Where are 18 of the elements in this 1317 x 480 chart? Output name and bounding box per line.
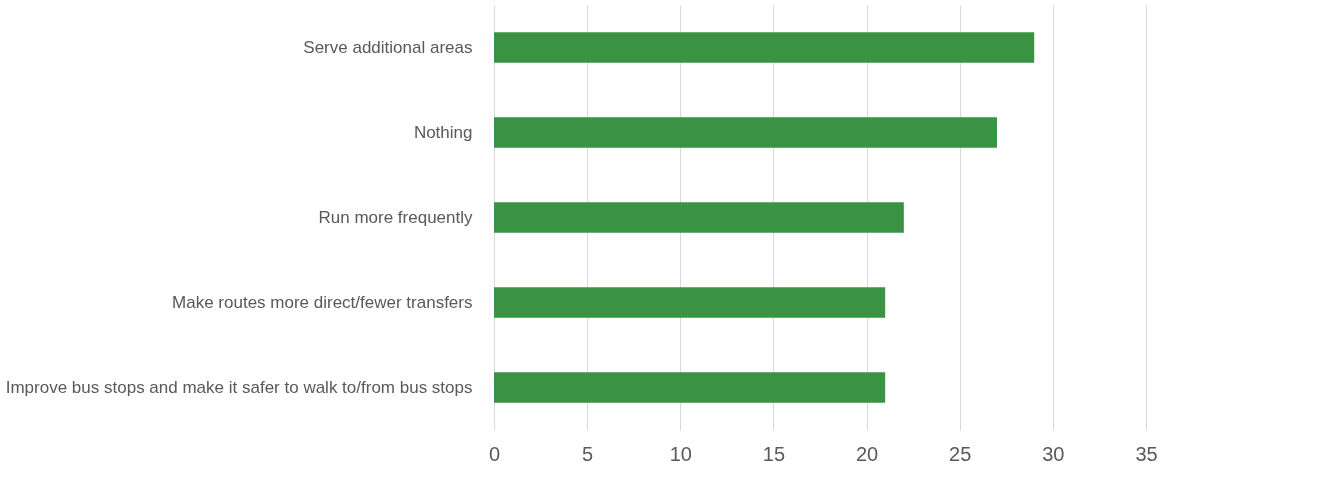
bar	[494, 32, 1035, 63]
bar	[494, 202, 904, 233]
x-tick-label: 25	[949, 442, 972, 465]
y-tick-label: Improve bus stops and make it safer to walk to/from bus stops	[5, 377, 473, 397]
x-tick-label: 30	[1042, 442, 1065, 465]
y-tick-label: Run more frequently	[318, 207, 473, 227]
y-tick-label: Nothing	[413, 122, 473, 142]
x-tick-label: 20	[855, 442, 879, 465]
x-tick-label: 15	[762, 442, 786, 465]
y-tick-label: Make routes more direct/fewer transfers	[172, 292, 473, 312]
x-tick-label: 10	[669, 442, 692, 465]
y-tick-label: Serve additional areas	[303, 37, 473, 57]
bar	[494, 287, 886, 318]
bar	[494, 117, 997, 148]
x-tick-label: 5	[582, 442, 594, 465]
x-tick-label: 35	[1135, 442, 1158, 465]
bar	[494, 372, 886, 403]
x-tick-label: 0	[488, 442, 501, 465]
